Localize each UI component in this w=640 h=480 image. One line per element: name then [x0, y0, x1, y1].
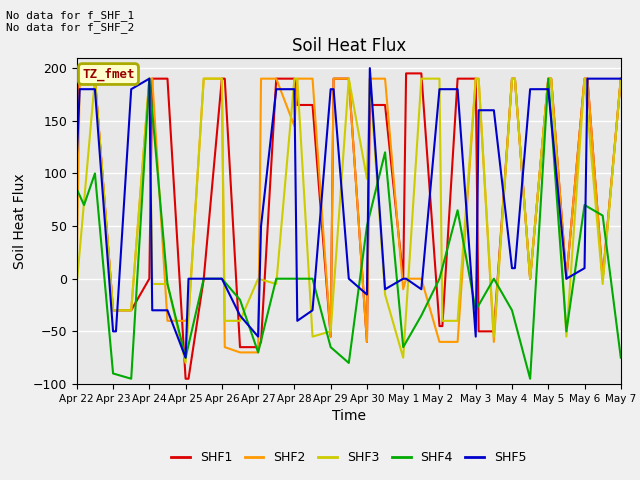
Text: TZ_fmet: TZ_fmet: [82, 67, 135, 81]
Legend: SHF1, SHF2, SHF3, SHF4, SHF5: SHF1, SHF2, SHF3, SHF4, SHF5: [166, 446, 532, 469]
X-axis label: Time: Time: [332, 409, 366, 423]
Title: Soil Heat Flux: Soil Heat Flux: [292, 36, 406, 55]
Text: No data for f_SHF_1
No data for f_SHF_2: No data for f_SHF_1 No data for f_SHF_2: [6, 10, 134, 33]
Y-axis label: Soil Heat Flux: Soil Heat Flux: [13, 173, 27, 269]
